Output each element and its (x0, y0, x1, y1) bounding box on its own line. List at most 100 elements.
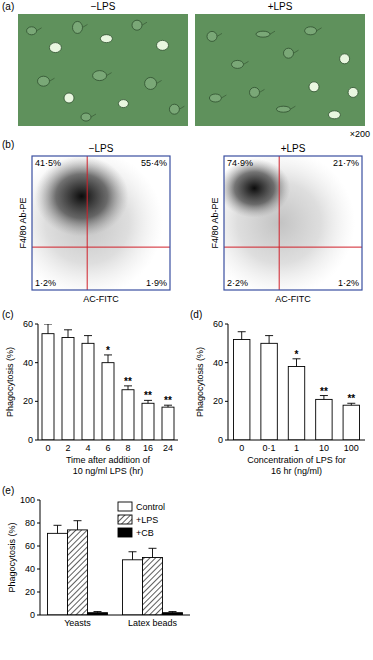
bar (68, 530, 88, 615)
x-axis (228, 440, 365, 441)
x-tick-label: 24 (163, 443, 173, 453)
y-tick (37, 592, 40, 593)
cell-process (217, 33, 222, 36)
y-tick-label: 20 (25, 587, 35, 597)
plot-area (233, 332, 359, 440)
cell-process (142, 22, 147, 25)
x-tick-label: 0 (239, 443, 244, 453)
axis-label: AC-FITC (83, 294, 119, 304)
error-cap (84, 335, 92, 336)
y-tick-label: 0 (30, 610, 35, 620)
x-tick-label: 2 (65, 443, 70, 453)
cell-process (290, 106, 295, 109)
y-axis (40, 500, 41, 615)
error-stem (269, 336, 270, 344)
bar (343, 405, 359, 440)
y-tick (35, 401, 38, 402)
cell-process (270, 31, 275, 34)
cell (118, 100, 128, 108)
cell-process (244, 61, 249, 64)
panel-label: (e) (2, 485, 14, 496)
significance: ** (347, 393, 355, 404)
bar (102, 363, 114, 440)
error-bar (44, 324, 52, 334)
cell-process (221, 95, 226, 98)
cell (340, 54, 350, 64)
cell (305, 27, 317, 35)
error-cap (94, 611, 102, 612)
error-cap (149, 548, 157, 549)
bar (122, 390, 134, 440)
y-tick-label: 20 (23, 396, 33, 406)
plot-frame (224, 156, 362, 290)
axis-label: AC-FITC (275, 294, 311, 304)
error-cap (238, 331, 246, 332)
error-bar (74, 521, 82, 530)
micrograph (18, 14, 188, 126)
plot-title: +LPS (281, 143, 306, 154)
plot-area (48, 521, 183, 615)
magnification: ×200 (350, 129, 370, 139)
axis-label-line: Concentration of LPS for (247, 455, 346, 465)
cell-process (317, 28, 322, 31)
y-tick (37, 500, 40, 501)
flow-plot (224, 156, 362, 290)
legend-label: Control (136, 502, 165, 512)
y-axis (228, 324, 229, 440)
cell (328, 111, 340, 119)
axis-label-line: Time after addition of (66, 455, 151, 465)
cell (38, 76, 50, 86)
error-stem (132, 552, 133, 560)
cell (64, 93, 74, 103)
y-tick (37, 546, 40, 547)
y-tick (225, 324, 228, 325)
error-stem (152, 548, 153, 557)
x-tick-label: 1 (294, 443, 299, 453)
axis-label-line: 10 ng/ml LPS (hr) (73, 466, 144, 476)
x-tick-label: 0 (45, 443, 50, 453)
quadrant-line (279, 156, 280, 290)
error-bar (265, 336, 273, 344)
quadrant-line (224, 247, 362, 248)
significance: * (295, 349, 299, 360)
significance: ** (164, 395, 172, 406)
panel-label: (d) (190, 309, 202, 320)
error-bar (149, 548, 157, 557)
y-tick (37, 615, 40, 616)
cell (49, 43, 61, 53)
legend-swatch (118, 502, 132, 511)
panel-label: (c) (2, 309, 14, 320)
y-tick-label: 0 (218, 435, 223, 445)
x-axis (38, 440, 178, 441)
bar (261, 343, 277, 440)
cell-process (294, 50, 299, 53)
x-tick-label: 16 (143, 443, 153, 453)
cell (157, 40, 169, 50)
bar (48, 533, 68, 615)
bar (288, 367, 304, 440)
bar (316, 399, 332, 440)
cell (256, 31, 270, 37)
significance: ** (320, 386, 328, 397)
x-tick-label: 10 (319, 443, 329, 453)
cell-process (91, 114, 96, 117)
error-bar (238, 332, 246, 340)
y-tick-label: 40 (213, 358, 223, 368)
axis-label-line: 16 hr (ng/ml) (271, 466, 322, 476)
error-cap (74, 520, 82, 521)
legend-label: +LPS (136, 515, 158, 525)
image-label: −LPS (91, 1, 116, 12)
figure: (a)−LPS+LPS×200(b)41·5%55·4%1·2%1·9%−LPS… (0, 0, 373, 660)
error-bar (54, 525, 62, 533)
error-cap (44, 324, 52, 325)
density-halo (224, 156, 355, 290)
cell (27, 27, 37, 35)
y-tick (37, 569, 40, 570)
quadrant-percent: 41·5% (35, 158, 61, 168)
y-tick (225, 440, 228, 441)
bar (233, 339, 249, 440)
y-tick-label: 40 (23, 358, 33, 368)
cell (209, 94, 221, 102)
error-bar (129, 552, 137, 560)
y-tick (35, 362, 38, 363)
